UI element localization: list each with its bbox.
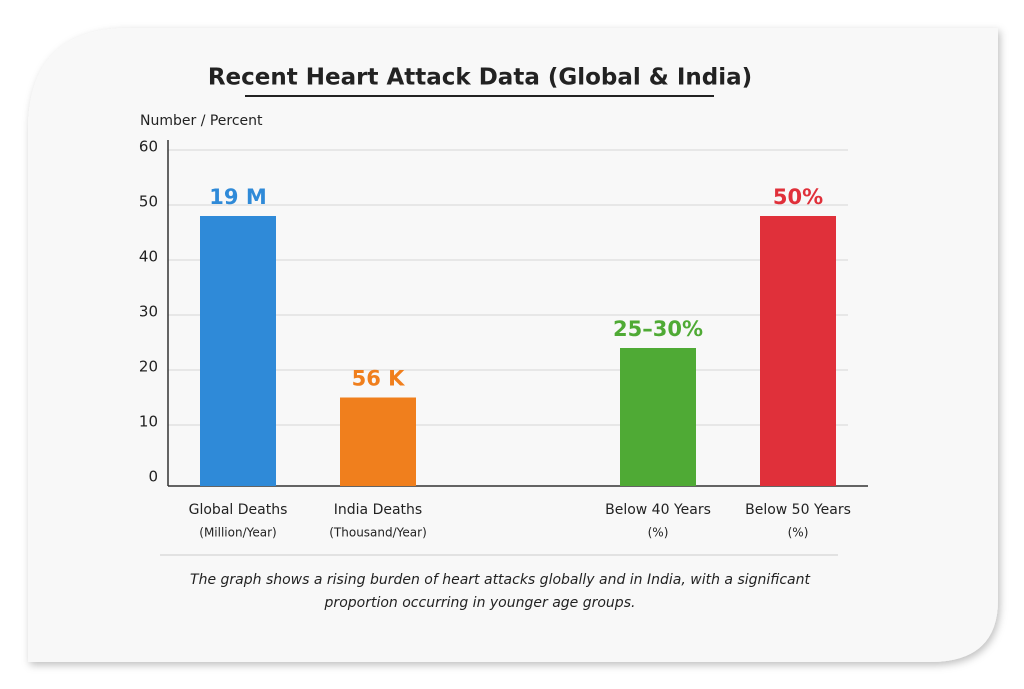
note: The graph shows a rising burden of heart… (190, 572, 810, 588)
y-axis-label: Number / Percent (140, 113, 263, 129)
x-tick-label: Below 50 Years (745, 502, 851, 518)
bar-annotation: 19 M (209, 185, 266, 209)
bar (200, 216, 276, 486)
bar (340, 397, 416, 486)
x-tick-label: Global Deaths (189, 502, 288, 518)
y-tick-label: 60 (139, 138, 158, 156)
y-tick-label: 40 (139, 248, 158, 266)
x-tick-label: India Deaths (334, 502, 422, 518)
bar-annotation: 56 K (352, 367, 406, 391)
card (28, 28, 998, 662)
note: proportion occurring in younger age grou… (324, 595, 636, 611)
y-tick-label: 20 (139, 358, 158, 376)
y-tick-label: 30 (139, 303, 158, 321)
y-tick-label: 10 (139, 413, 158, 431)
x-tick-sublabel: (%) (648, 526, 669, 540)
chart-title: Recent Heart Attack Data (Global & India… (208, 65, 752, 91)
x-tick-sublabel: (Million/Year) (199, 526, 276, 540)
bar (620, 348, 696, 486)
x-tick-sublabel: (Thousand/Year) (329, 526, 427, 540)
y-tick-label: 0 (148, 468, 158, 486)
y-tick-label: 50 (139, 193, 158, 211)
bar-annotation: 25–30% (613, 317, 703, 341)
x-tick-sublabel: (%) (788, 526, 809, 540)
bar (760, 216, 836, 486)
x-tick-label: Below 40 Years (605, 502, 711, 518)
bar-annotation: 50% (773, 185, 823, 209)
